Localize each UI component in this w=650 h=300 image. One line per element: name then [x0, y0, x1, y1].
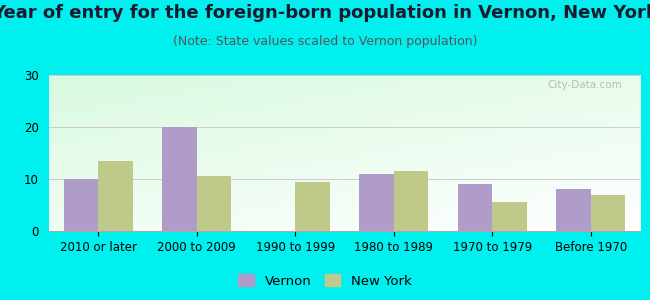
Bar: [556, 189, 591, 231]
Bar: [64, 179, 98, 231]
Legend: Vernon, New York: Vernon, New York: [235, 272, 415, 290]
Text: City-Data.com: City-Data.com: [548, 80, 623, 90]
Bar: [591, 195, 625, 231]
Bar: [196, 176, 231, 231]
Text: Year of entry for the foreign-born population in Vernon, New York: Year of entry for the foreign-born popul…: [0, 4, 650, 22]
Bar: [98, 161, 133, 231]
Bar: [162, 127, 196, 231]
Bar: [458, 184, 493, 231]
Text: (Note: State values scaled to Vernon population): (Note: State values scaled to Vernon pop…: [173, 34, 477, 47]
Bar: [394, 171, 428, 231]
Bar: [359, 174, 394, 231]
Bar: [493, 202, 527, 231]
Bar: [295, 182, 330, 231]
